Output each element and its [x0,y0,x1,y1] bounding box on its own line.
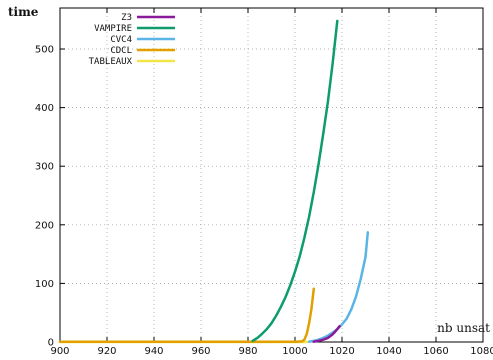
x-tick-label: 980 [238,346,257,357]
grid [60,8,483,342]
x-tick-label: 940 [144,346,163,357]
series-line-cdcl [58,287,316,344]
legend-label-tableaux: TABLEAUX [89,57,133,67]
legend-label-cdcl: CDCL [110,46,132,56]
series-layer [58,19,370,344]
legend-label-vampire: VAMPIRE [94,24,132,34]
x-tick-label: 900 [50,346,69,357]
x-axis-title: nb unsat [437,321,490,335]
x-tick-label: 1040 [376,346,401,357]
y-tick-label: 100 [35,279,54,290]
x-tick-label: 960 [191,346,210,357]
x-tick-label: 1020 [329,346,354,357]
y-tick-label: 0 [48,338,54,349]
series-line-z3 [312,324,341,343]
y-tick-label: 200 [35,220,54,231]
x-tick-label: 1060 [423,346,448,357]
x-tick-label: 1000 [282,346,307,357]
legend-label-cvc4: CVC4 [110,35,132,45]
x-tick-label: 920 [97,346,116,357]
series-line-vampire [251,19,339,343]
legend-label-z3: Z3 [121,13,132,23]
x-tick-label: 1080 [470,346,493,357]
y-tick-label: 400 [35,103,54,114]
y-tick-label: 300 [35,162,54,173]
y-tick-label: 500 [35,45,54,56]
y-axis-title: time [8,5,39,19]
